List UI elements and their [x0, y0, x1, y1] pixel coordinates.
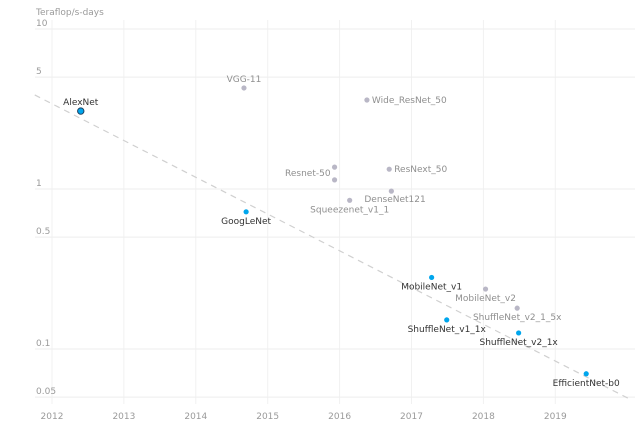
data-point: [241, 85, 247, 91]
data-point-label: ShuffleNet_v2_1x: [479, 338, 558, 348]
data-point-label: MobileNet_v1: [401, 282, 462, 292]
data-point-label: Squeezenet_v1_1: [310, 205, 389, 215]
data-point-label: MobileNet_v2: [455, 294, 516, 304]
data-point: [243, 209, 249, 215]
data-point: [331, 177, 338, 183]
x-tick-label: 2017: [400, 412, 423, 422]
data-point: [583, 371, 589, 377]
y-tick-label: 0.05: [36, 387, 56, 397]
x-tick-label: 2013: [112, 412, 135, 422]
y-tick-label: 10: [36, 19, 48, 29]
x-tick-label: 2014: [184, 412, 207, 422]
trend-line: [34, 94, 632, 401]
data-point: [386, 166, 392, 172]
data-point-label: EfficientNet-b0: [553, 379, 620, 389]
data-point-label: VGG-11: [227, 75, 262, 85]
data-point-label: DenseNet121: [364, 195, 425, 205]
data-point-label: ShuffleNet_v2_1_5x: [473, 313, 562, 323]
data-point: [429, 274, 435, 281]
y-axis-label: Teraflop/s-days: [35, 8, 104, 18]
x-tick-label: 2015: [256, 412, 279, 422]
y-tick-label: 5: [36, 67, 42, 77]
data-point-label: AlexNet: [63, 98, 99, 108]
grid: [35, 20, 635, 404]
x-tick-label: 2016: [328, 412, 351, 422]
x-tick-label: 2019: [544, 412, 567, 422]
data-point: [364, 97, 370, 103]
data-point-label: ResNext_50: [394, 165, 447, 175]
data-point: [331, 164, 338, 170]
data-point-label: GoogLeNet: [221, 217, 271, 227]
data-point: [388, 188, 394, 194]
trend-line-group: [34, 94, 632, 401]
y-tick-label: 0.1: [36, 339, 50, 349]
data-point-label: Resnet-50: [285, 169, 331, 179]
points: AlexNet VGG-11 Wide_ResNet_50 Resnet-50 ResN…: [63, 75, 620, 389]
data-point: [482, 286, 489, 292]
x-tick-label: 2012: [41, 412, 64, 422]
data-point: [444, 317, 450, 323]
data-point: [516, 330, 522, 336]
x-tick-label: 2018: [472, 412, 495, 422]
ticks: 2012 2013 2014 2015 2016 2017 2018 2019 10 5 1 0.5 0…: [36, 19, 567, 422]
data-point: [347, 197, 353, 203]
y-tick-label: 1: [36, 179, 42, 189]
data-point: [77, 107, 85, 115]
data-point-label: ShuffleNet_v1_1x: [408, 325, 487, 335]
data-point-label: Wide_ResNet_50: [372, 96, 447, 106]
data-point: [514, 305, 520, 311]
y-tick-label: 0.5: [36, 227, 50, 237]
